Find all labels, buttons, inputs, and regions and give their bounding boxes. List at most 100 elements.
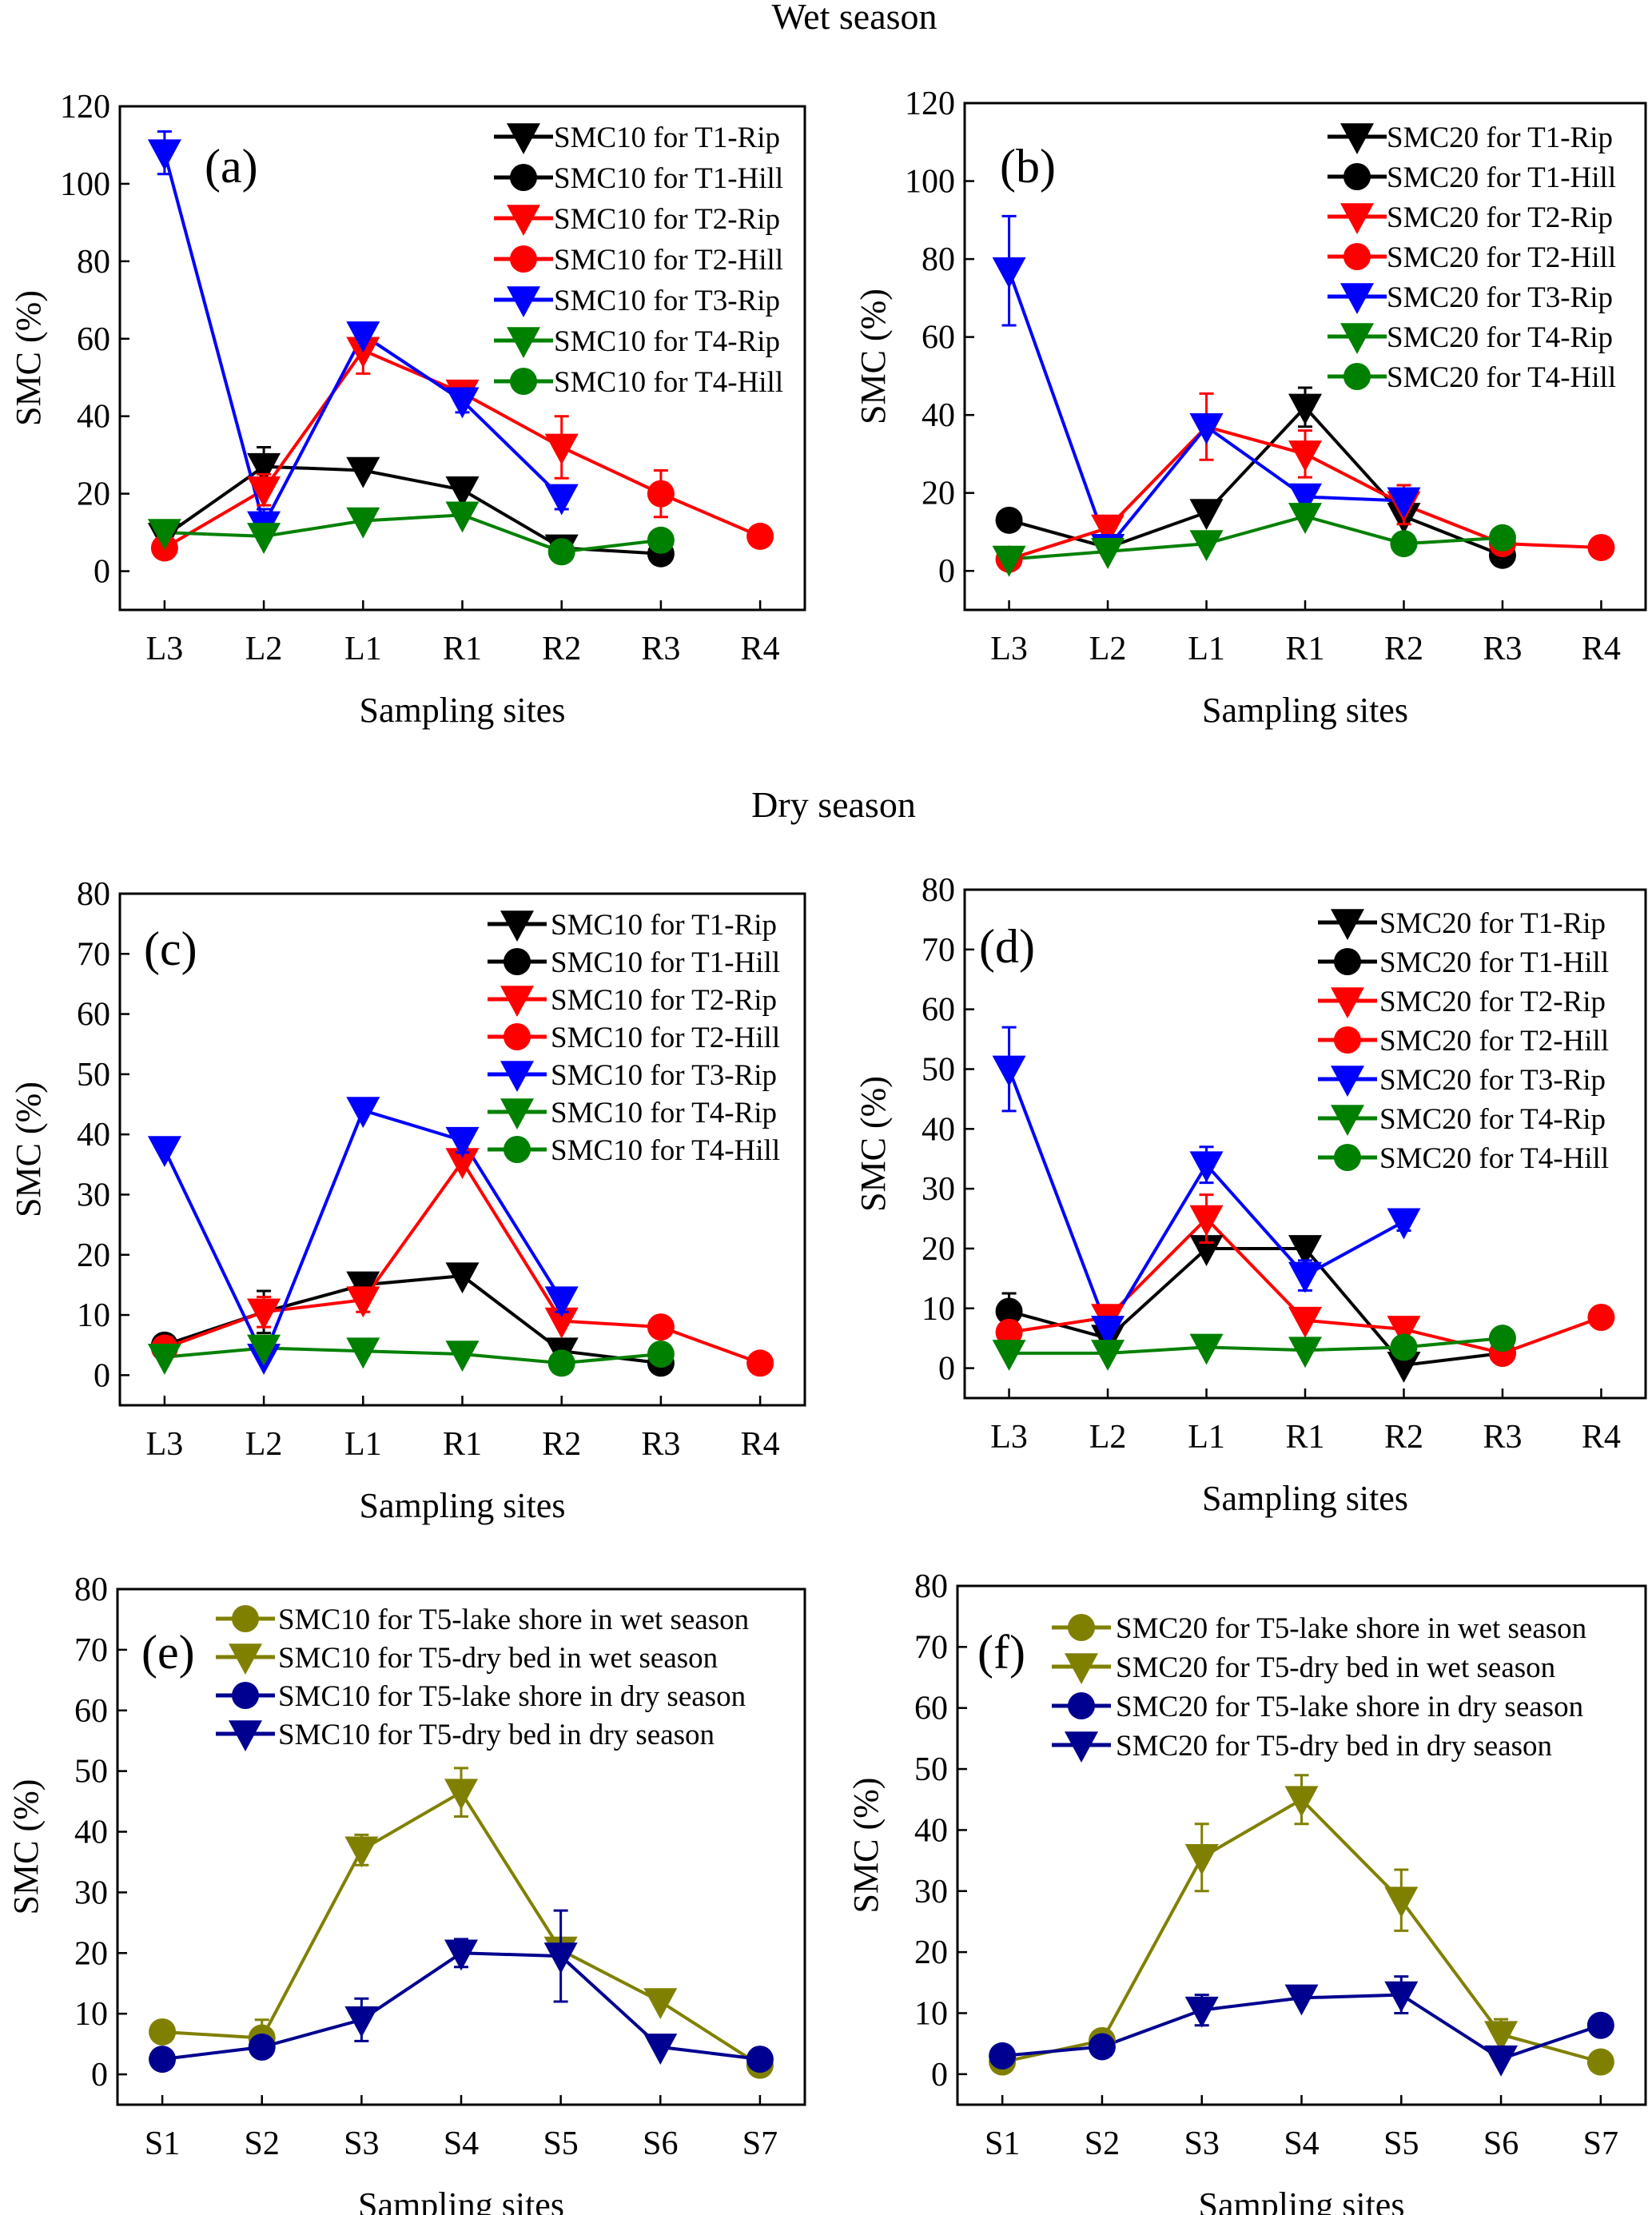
data-point: [746, 1349, 774, 1377]
data-point: [995, 1318, 1023, 1346]
data-point: [344, 2006, 379, 2038]
data-point: [1189, 1151, 1224, 1183]
legend-marker: [507, 205, 540, 237]
legend-label: SMC20 for T1-Rip: [1387, 122, 1613, 154]
y-tick-label: 60: [77, 997, 110, 1034]
legend-marker: [1065, 1731, 1098, 1763]
y-tick-label: 60: [914, 1691, 948, 1727]
y-tick-label: 20: [74, 1935, 108, 1972]
legend-marker: [229, 1720, 262, 1752]
data-point: [1484, 2045, 1519, 2077]
y-tick-label: 0: [94, 1357, 110, 1394]
x-tick-label: R2: [542, 631, 581, 667]
legend-marker: [500, 1098, 534, 1130]
data-point: [1184, 1843, 1219, 1875]
x-tick-label: S1: [145, 2125, 180, 2162]
legend-label: SMC10 for T3-Rip: [554, 285, 780, 317]
x-tick-label: R1: [443, 1426, 482, 1463]
legend-marker: [507, 327, 540, 359]
data-point: [1091, 1316, 1125, 1348]
x-tick-label: S7: [1583, 2125, 1618, 2162]
y-axis-title: SMC (%): [854, 1076, 893, 1212]
data-point: [992, 257, 1026, 289]
x-tick-label: R3: [1483, 631, 1522, 667]
data-point: [746, 2046, 774, 2074]
y-tick-label: 0: [938, 1351, 955, 1388]
data-point: [1390, 530, 1418, 558]
y-tick-label: 10: [77, 1297, 110, 1334]
y-tick-label: 30: [77, 1177, 110, 1213]
y-tick-label: 70: [914, 1629, 948, 1666]
panel-label: (b): [1000, 140, 1056, 193]
y-tick-label: 20: [77, 1237, 110, 1274]
x-tick-label: R1: [1285, 1419, 1324, 1456]
legend-label: SMC10 for T4-Rip: [554, 325, 780, 358]
y-tick-label: 0: [91, 2057, 108, 2093]
legend-label: SMC20 for T4-Rip: [1379, 1103, 1606, 1136]
x-tick-label: S4: [444, 2125, 479, 2162]
legend-label: SMC10 for T4-Hill: [554, 366, 783, 399]
legend-marker: [504, 1023, 531, 1050]
legend-marker: [1334, 948, 1361, 975]
y-tick-label: 80: [77, 244, 110, 281]
y-tick-label: 80: [922, 872, 955, 909]
data-point: [995, 1297, 1023, 1325]
legend-label: SMC10 for T5-dry bed in wet season: [278, 1642, 718, 1675]
legend-marker: [507, 286, 540, 318]
y-tick-label: 20: [77, 476, 110, 513]
x-tick-label: R3: [1483, 1419, 1522, 1456]
data-point: [247, 523, 281, 554]
y-tick-label: 10: [922, 1291, 955, 1328]
wet-season-title: Wet season: [771, 0, 937, 37]
legend-label: SMC10 for T3-Rip: [551, 1059, 777, 1092]
panel-b: 0 20 40 60 80 100 120 L3 L2 L1 R1 R2 R3 R4 Sampling si…: [854, 86, 1647, 730]
series-line: [164, 513, 662, 554]
data-point: [1189, 530, 1224, 562]
data-point: [643, 1988, 678, 2020]
legend-marker: [1340, 203, 1374, 235]
y-tick-label: 60: [74, 1693, 108, 1730]
data-point: [643, 2034, 678, 2065]
data-point: [544, 484, 579, 516]
x-axis-title: Sampling sites: [358, 2185, 564, 2215]
y-tick-label: 70: [922, 932, 955, 969]
data-point: [445, 1126, 480, 1158]
y-tick-label: 40: [77, 399, 110, 436]
data-point: [147, 519, 181, 551]
data-point: [647, 1341, 675, 1368]
y-axis-title: SMC (%): [854, 289, 893, 424]
panel-a: 0 20 40 60 80 100 120 L3 L2 L1 R1 R2 R3 R4 Sampling si…: [9, 89, 806, 730]
legend-label: SMC20 for T4-Hill: [1379, 1142, 1609, 1175]
data-point: [445, 387, 480, 419]
y-tick-label: 0: [94, 554, 110, 591]
y-tick-label: 20: [922, 476, 955, 512]
legend-marker: [1331, 909, 1364, 941]
legend-marker: [229, 1643, 262, 1675]
legend-label: SMC10 for T1-Hill: [551, 946, 780, 979]
y-axis-title: SMC (%): [846, 1778, 886, 1914]
data-point: [346, 507, 380, 539]
series-line: [163, 1108, 563, 1361]
y-tick-label: 40: [922, 397, 955, 434]
y-tick-label: 10: [914, 1995, 948, 2032]
data-point: [247, 1334, 281, 1366]
data-point: [547, 538, 575, 566]
x-tick-label: S6: [643, 2125, 678, 2162]
y-tick-label: 80: [77, 876, 110, 913]
y-tick-label: 40: [922, 1111, 955, 1148]
legend-marker: [507, 123, 540, 155]
x-tick-label: R2: [542, 1426, 581, 1463]
data-point: [147, 139, 181, 171]
legend-label: SMC20 for T2-Hill: [1379, 1025, 1609, 1058]
panel-d: 0 10 20 30 40 50 60 70 80 L3 L2 L1 R1 R2 R3 R4 Sampling …: [854, 872, 1647, 1518]
data-point: [1488, 524, 1516, 552]
data-point: [247, 476, 281, 508]
legend-label: SMC10 for T2-Hill: [554, 244, 783, 277]
data-point: [1586, 2011, 1614, 2039]
x-axis-title: Sampling sites: [1202, 691, 1408, 730]
data-point: [1288, 1261, 1322, 1293]
legend-marker: [1343, 163, 1371, 190]
data-point: [445, 1262, 480, 1294]
data-point: [346, 1286, 380, 1318]
y-tick-label: 50: [74, 1754, 108, 1791]
